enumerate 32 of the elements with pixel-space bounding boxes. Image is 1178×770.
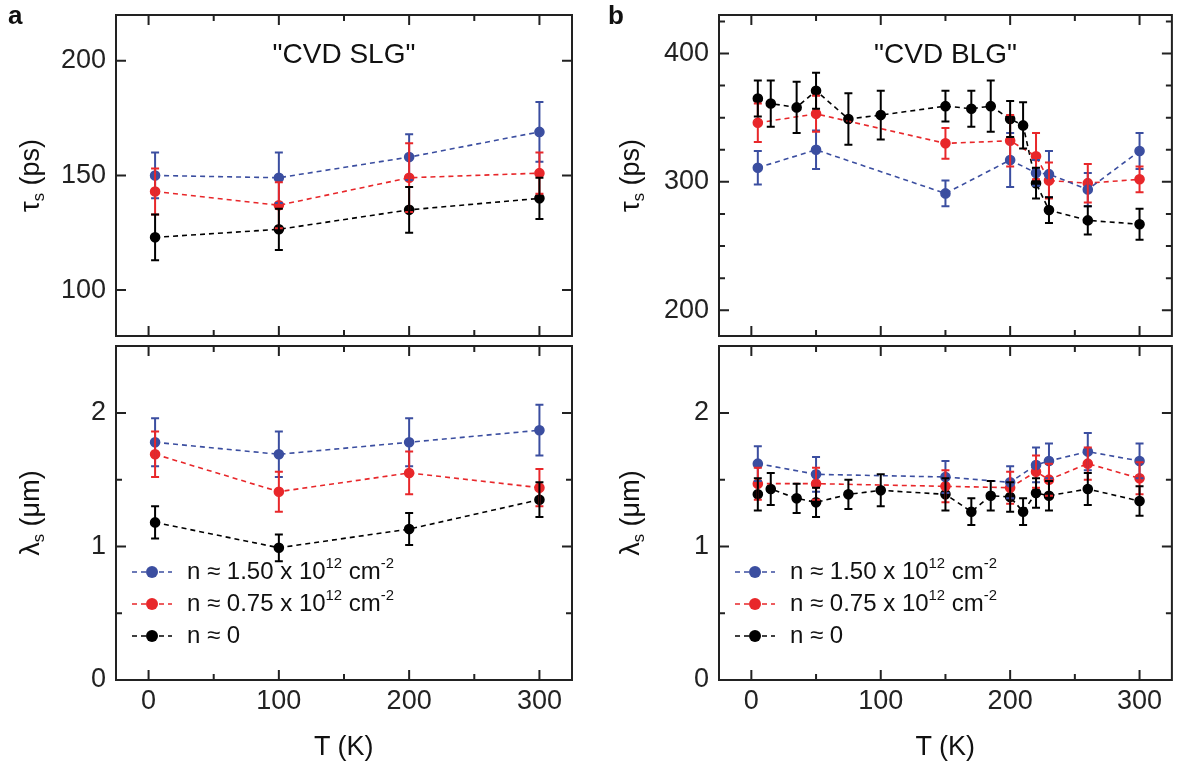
- y-axis-title: τs (ps): [615, 138, 649, 212]
- x-tick-label: 100: [858, 684, 904, 715]
- x-tick-label: 200: [987, 684, 1033, 715]
- x-tick-label: 0: [743, 684, 759, 715]
- legend-label: n ≈ 0: [790, 620, 844, 648]
- x-tick-label: 100: [256, 684, 302, 715]
- y-tick-label: 200: [663, 293, 709, 324]
- x-tick-label: 300: [516, 684, 562, 715]
- y-tick-label: 100: [60, 273, 106, 304]
- x-axis-title: T (K): [314, 731, 374, 762]
- y-tick-label: 150: [60, 158, 106, 189]
- y-tick-label: 2: [90, 396, 106, 427]
- y-axis-title: λs (μm): [615, 470, 649, 556]
- y-tick-label: 2: [693, 396, 709, 427]
- x-tick-label: 200: [386, 684, 432, 715]
- y-tick-label: 200: [60, 44, 106, 75]
- text: a: [8, 0, 23, 31]
- y-axis-title: τs (ps): [15, 138, 49, 212]
- x-tick-label: 0: [141, 684, 157, 715]
- x-axis-title: T (K): [915, 731, 975, 762]
- y-tick-label: 400: [663, 36, 709, 67]
- y-tick-label: 1: [90, 529, 106, 560]
- text: b: [608, 0, 624, 31]
- text: "CVD SLG": [272, 37, 416, 69]
- legend-label: n ≈ 0: [187, 620, 241, 648]
- y-tick-label: 300: [663, 165, 709, 196]
- y-tick-label: 1: [693, 529, 709, 560]
- y-tick-label: 0: [90, 663, 106, 694]
- y-tick-label: 0: [693, 663, 709, 694]
- text: "CVD BLG": [874, 37, 1017, 69]
- y-axis-title: λs (μm): [15, 470, 49, 556]
- x-tick-label: 300: [1117, 684, 1163, 715]
